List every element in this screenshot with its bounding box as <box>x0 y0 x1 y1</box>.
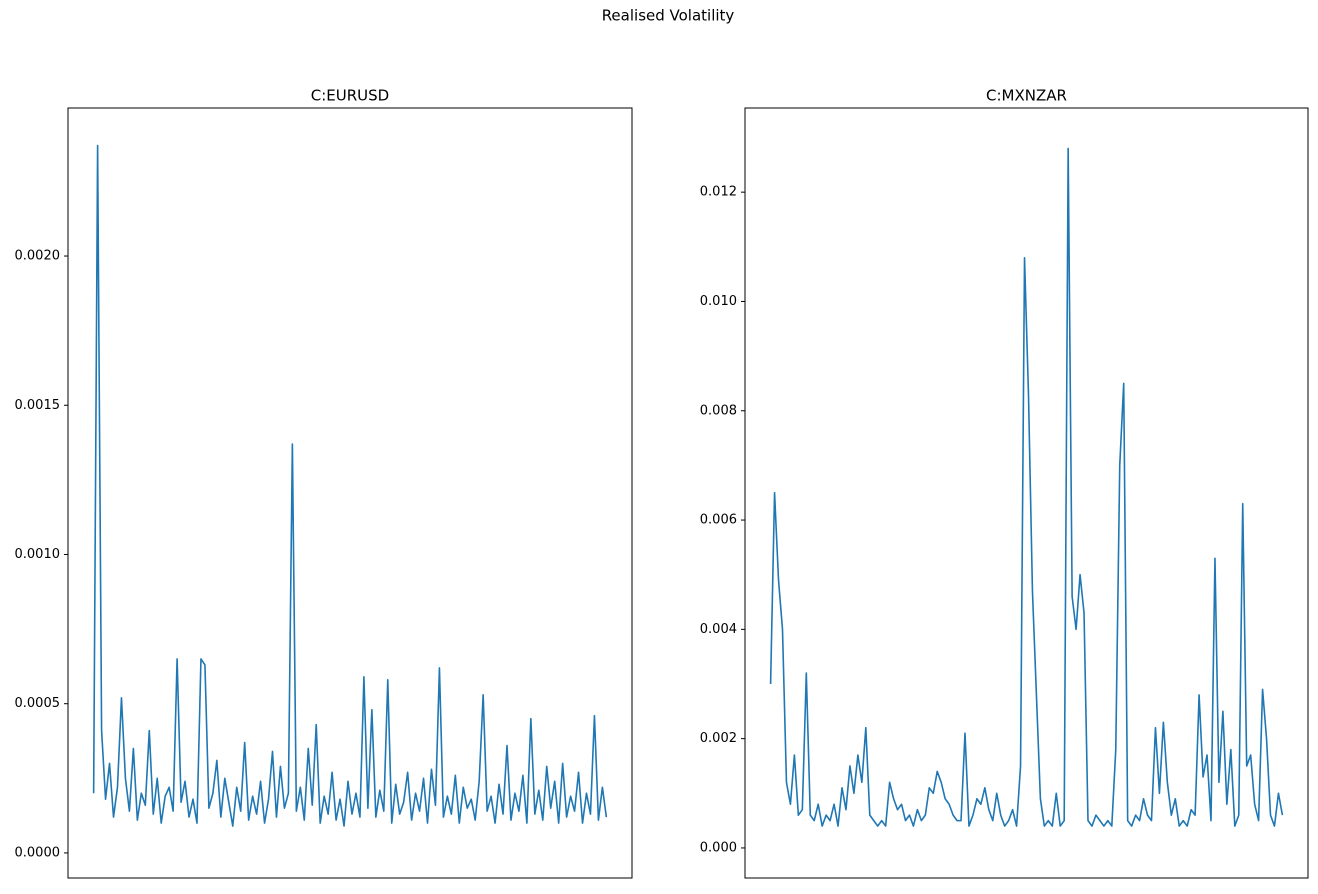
y-tick-label: 0.004 <box>700 622 737 637</box>
y-tick-label: 0.0015 <box>15 398 61 413</box>
y-tick-label: 0.0000 <box>15 845 61 860</box>
axes-title: C:MXNZAR <box>986 87 1067 105</box>
y-tick-label: 0.002 <box>700 731 737 746</box>
y-tick-label: 0.000 <box>700 840 737 855</box>
y-tick-label: 0.008 <box>700 403 737 418</box>
y-tick-label: 0.0010 <box>15 547 61 562</box>
y-tick-label: 0.012 <box>700 185 737 200</box>
y-tick-label: 0.0020 <box>15 249 61 264</box>
axes-title: C:EURUSD <box>311 87 389 105</box>
axes-frame <box>67 107 633 879</box>
y-tick-label: 0.010 <box>700 294 737 309</box>
axes-frame <box>744 107 1309 879</box>
figure-title: Realised Volatility <box>602 7 735 25</box>
y-tick-label: 0.0005 <box>15 696 61 711</box>
volatility-line <box>769 147 1284 827</box>
y-tick-label: 0.006 <box>700 513 737 528</box>
volatility-line <box>92 144 608 827</box>
